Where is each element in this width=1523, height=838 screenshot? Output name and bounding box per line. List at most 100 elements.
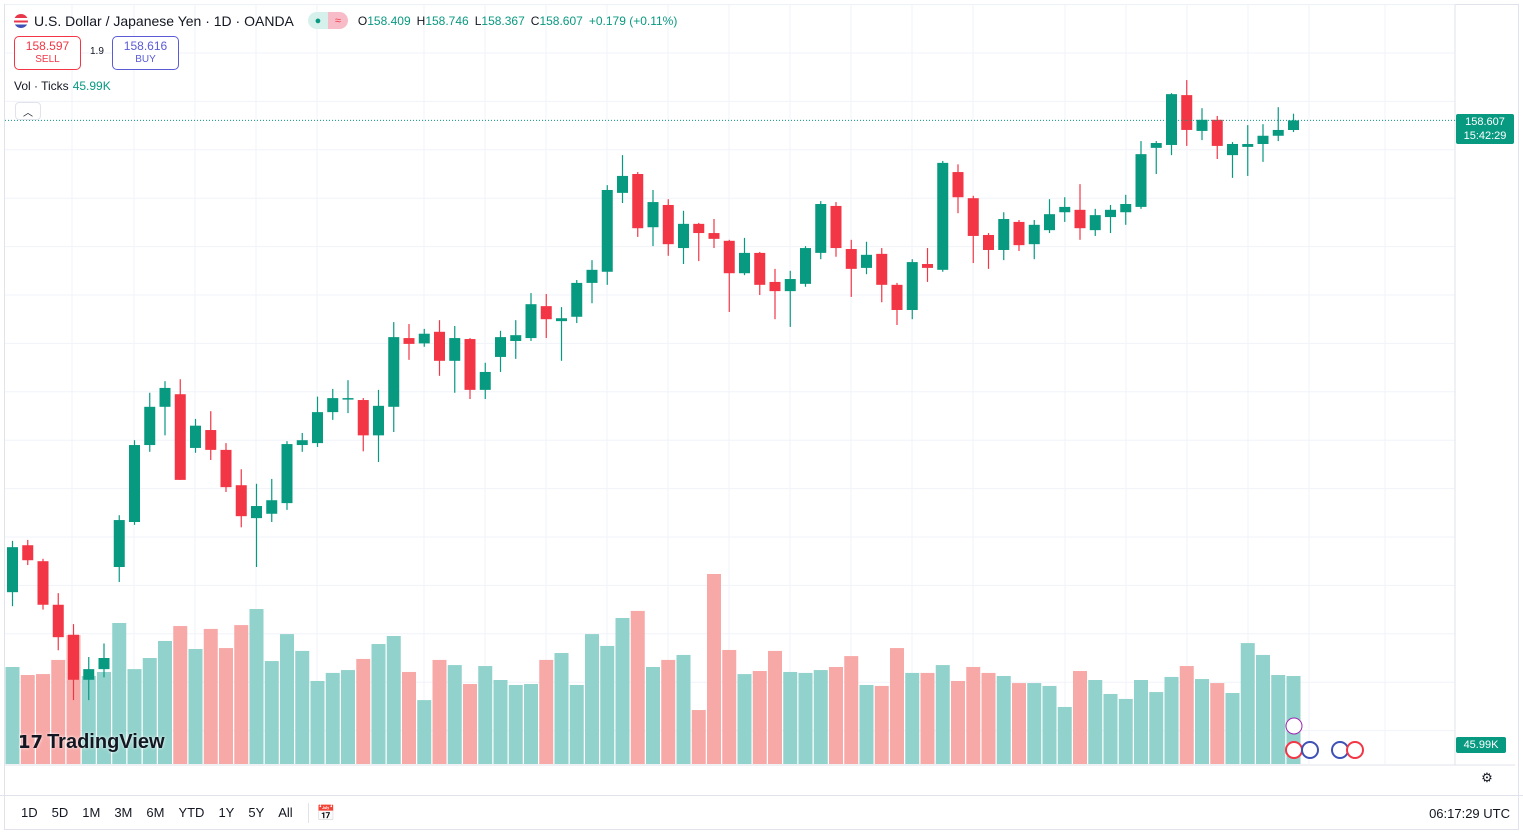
tradingview-logo[interactable]: 𝟭𝟳 TradingView xyxy=(18,731,165,753)
volume-bar xyxy=(386,635,401,764)
volume-bar xyxy=(661,659,676,764)
chevron-up-icon: ︿ xyxy=(23,107,33,119)
volume-bar xyxy=(1027,683,1042,764)
candle-body xyxy=(1150,143,1162,148)
candle-body xyxy=(327,398,339,413)
volume-bar xyxy=(676,654,691,764)
volume-bar xyxy=(295,650,310,764)
symbol-title[interactable]: U.S. Dollar / Japanese Yen · 1D · OANDA xyxy=(34,12,294,29)
candle-body xyxy=(235,485,247,517)
range-all[interactable]: All xyxy=(278,805,293,820)
price-chart[interactable]: ⚙ xyxy=(0,0,1523,795)
collapse-legend-button[interactable]: ︿ xyxy=(15,102,41,120)
candle-body xyxy=(1059,206,1071,213)
candle-body xyxy=(434,331,445,361)
volume-bar xyxy=(310,680,325,764)
volume-bar xyxy=(81,675,96,764)
market-status[interactable]: ● ≈ xyxy=(307,12,348,29)
candle-body xyxy=(68,634,79,680)
volume-bar xyxy=(844,656,859,764)
candle-body xyxy=(113,520,125,568)
volume-bar xyxy=(798,672,813,764)
candle-body xyxy=(144,406,156,446)
volume-bar xyxy=(981,672,996,764)
candle-body xyxy=(22,545,34,561)
buy-button[interactable]: 158.616 BUY xyxy=(112,36,179,70)
candle-body xyxy=(190,425,201,448)
candle-body xyxy=(220,449,232,488)
range-5y[interactable]: 5Y xyxy=(248,805,265,820)
volume-bar xyxy=(966,666,981,764)
range-1y[interactable]: 1Y xyxy=(218,805,235,820)
volume-bar xyxy=(646,666,660,764)
volume-bar xyxy=(432,659,447,764)
economic-event-icon xyxy=(1331,741,1349,759)
volume-bar xyxy=(707,574,721,764)
volume-bar xyxy=(829,666,843,764)
candle-body xyxy=(1257,135,1269,144)
candle-body xyxy=(830,205,842,249)
range-1m[interactable]: 1M xyxy=(82,805,101,820)
candle-body xyxy=(479,371,491,390)
range-1d[interactable]: 1D xyxy=(21,805,38,820)
candle-body xyxy=(571,282,583,317)
candle-body xyxy=(739,252,750,274)
candle-body xyxy=(647,202,659,228)
volume-legend: Vol · Ticks 45.99K xyxy=(14,79,111,93)
volume-bar xyxy=(173,626,188,764)
candle-body xyxy=(52,604,64,638)
volume-bar xyxy=(1210,683,1225,764)
candle-body xyxy=(815,204,827,253)
calendar-icon[interactable]: 📅 xyxy=(316,804,336,822)
candle-body xyxy=(1181,95,1193,130)
range-5d[interactable]: 5D xyxy=(51,805,69,820)
volume-bar xyxy=(600,645,615,764)
volume-bar xyxy=(1088,680,1103,764)
volume-bar xyxy=(783,671,798,764)
candle-body xyxy=(1196,119,1208,131)
range-6m[interactable]: 6M xyxy=(146,805,165,820)
candle-body xyxy=(37,561,49,605)
candle-body xyxy=(373,405,384,436)
volume-bar xyxy=(615,618,630,764)
candle-body xyxy=(754,252,766,285)
candle-body xyxy=(98,658,110,670)
economic-event-icon xyxy=(1346,741,1364,759)
volume-bar xyxy=(264,661,279,764)
candle-body xyxy=(1166,94,1177,145)
volume-bar xyxy=(951,680,965,764)
candle-body xyxy=(159,387,171,407)
candle-body xyxy=(266,500,278,514)
volume-bar xyxy=(188,649,203,764)
volume-bar xyxy=(630,610,645,764)
candle-body xyxy=(922,264,933,268)
volume-bar xyxy=(1271,675,1286,764)
volume-bar xyxy=(203,628,218,764)
candle-body xyxy=(617,175,628,193)
clock[interactable]: 06:17:29 UTC xyxy=(1429,806,1510,821)
candle-body xyxy=(1013,221,1025,246)
candle-body xyxy=(601,189,613,272)
candle-body xyxy=(967,198,979,236)
sell-button[interactable]: 158.597 SELL xyxy=(14,36,81,70)
candle-body xyxy=(525,304,537,339)
candle-body xyxy=(1120,204,1132,213)
volume-bar xyxy=(1118,698,1133,764)
range-3m[interactable]: 3M xyxy=(114,805,133,820)
candle-body xyxy=(723,240,735,274)
candle-body xyxy=(708,233,720,239)
candle-body xyxy=(7,547,18,593)
candle-body xyxy=(464,339,476,390)
last-price-tag: 158.607 15:42:29 xyxy=(1456,114,1514,144)
candle-body xyxy=(1135,154,1147,207)
candle-body xyxy=(281,444,293,504)
candle-body xyxy=(662,204,674,245)
volume-bar xyxy=(1240,643,1255,764)
candle-body xyxy=(1272,129,1284,136)
candle-body xyxy=(357,400,369,436)
volume-bar xyxy=(478,666,493,764)
volume-bar xyxy=(341,670,355,764)
volume-bar xyxy=(569,684,584,764)
volume-bar xyxy=(97,671,111,764)
range-ytd[interactable]: YTD xyxy=(178,805,205,820)
